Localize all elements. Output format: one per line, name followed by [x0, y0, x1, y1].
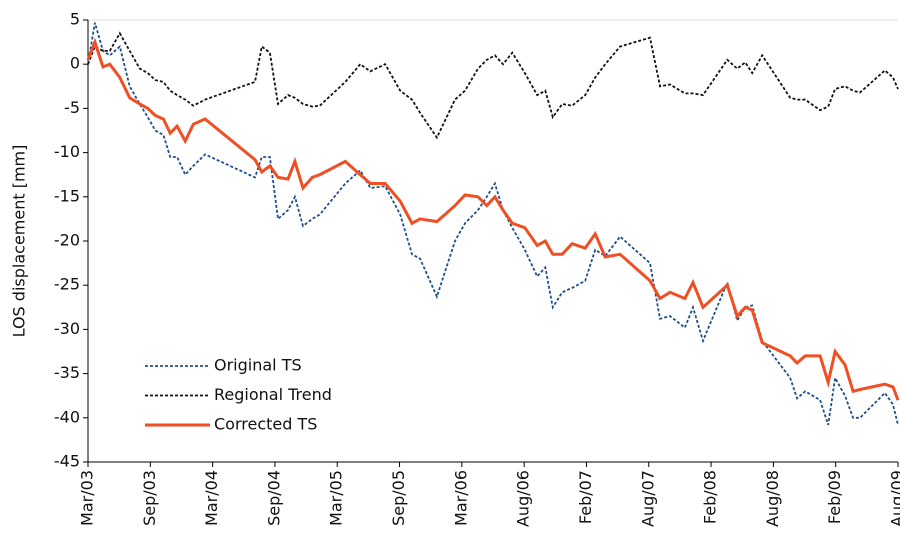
y-tick-label: -10	[54, 142, 80, 161]
x-tick-label: Mar/06	[451, 470, 470, 526]
y-tick-label: 0	[70, 54, 80, 73]
legend-label: Original TS	[214, 356, 302, 375]
series-line	[87, 22, 899, 426]
x-tick-label: Feb/07	[576, 470, 595, 524]
x-tick-label: Aug/09	[888, 470, 900, 527]
y-tick-label: -5	[64, 98, 80, 117]
x-tick-label: Aug/06	[514, 470, 533, 527]
x-tick-label: Mar/04	[202, 470, 221, 526]
x-tick-label: Aug/08	[763, 470, 782, 527]
y-tick-label: -20	[54, 231, 80, 250]
y-axis-label: LOS displacement [mm]	[10, 145, 29, 338]
y-tick-label: -45	[54, 452, 80, 471]
x-tick-label: Sep/05	[389, 470, 408, 526]
y-tick-label: 5	[70, 10, 80, 29]
legend-label: Regional Trend	[214, 385, 332, 404]
series-line	[86, 37, 900, 401]
x-tick-label: Aug/07	[638, 470, 657, 527]
x-tick-label: Feb/08	[701, 470, 720, 524]
legend-label: Corrected TS	[214, 415, 317, 434]
y-tick-label: -30	[54, 319, 80, 338]
x-tick-label: Sep/04	[264, 470, 283, 526]
y-tick-label: -25	[54, 275, 80, 294]
x-tick-label: Sep/03	[140, 470, 159, 526]
x-tick-label: Mar/03	[78, 470, 97, 526]
y-tick-label: -35	[54, 363, 80, 382]
x-tick-label: Feb/09	[825, 470, 844, 524]
y-tick-label: -15	[54, 186, 80, 205]
series-line	[87, 31, 899, 140]
x-tick-label: Mar/05	[327, 470, 346, 526]
y-tick-label: -40	[54, 407, 80, 426]
